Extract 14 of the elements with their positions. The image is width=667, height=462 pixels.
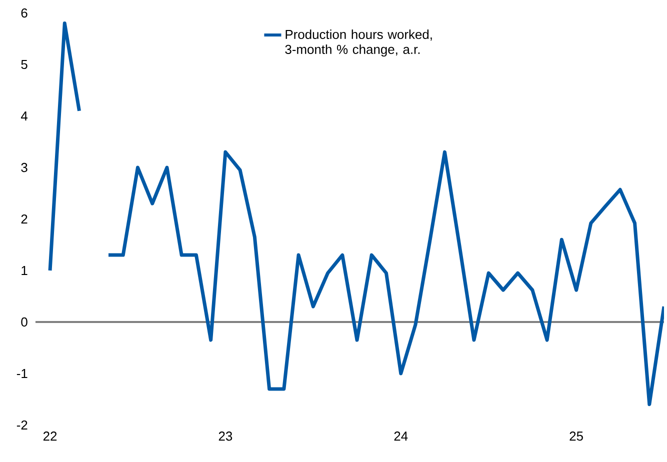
y-tick-label: 0 bbox=[21, 317, 28, 327]
y-tick-label: 5 bbox=[21, 60, 28, 70]
x-tick-label: 22 bbox=[43, 432, 57, 441]
y-tick-label: 1 bbox=[22, 266, 28, 275]
y-tick-label: -2 bbox=[16, 420, 28, 430]
x-tick-label: 25 bbox=[570, 432, 583, 441]
y-tick-label: -1 bbox=[16, 369, 28, 378]
x-tick-label: 24 bbox=[394, 432, 408, 441]
y-tick-label: 2 bbox=[21, 214, 28, 224]
y-tick-label: 3 bbox=[21, 162, 28, 172]
x-tick-label: 23 bbox=[218, 432, 232, 441]
y-tick-label: 6 bbox=[21, 8, 28, 18]
y-tick-label: 4 bbox=[20, 112, 28, 120]
legend-label: Production hours worked, 3-month % change, a.r. bbox=[285, 30, 432, 57]
